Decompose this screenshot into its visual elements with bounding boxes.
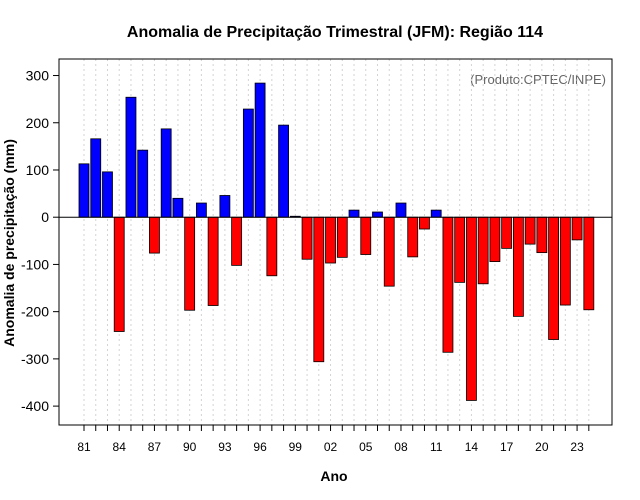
- bar-2001: [313, 216, 325, 363]
- bar-2005: [360, 216, 372, 255]
- bar-1995: [242, 108, 254, 218]
- y-tick-label: 300: [26, 68, 50, 84]
- bar-2013: [454, 216, 466, 283]
- x-axis-label: Ano: [320, 468, 347, 484]
- bar-2020: [536, 216, 548, 254]
- y-axis-label: Anomalia de precipitação (mm): [1, 139, 17, 347]
- bar-1996: [254, 82, 266, 218]
- bar-2004: [348, 209, 360, 218]
- bar-2012: [442, 216, 454, 353]
- bar-1990: [184, 216, 196, 311]
- bars: [78, 82, 595, 401]
- x-tick-label: 11: [430, 440, 443, 454]
- bar-1993: [219, 195, 231, 218]
- bar-2015: [477, 216, 489, 285]
- grid-lines: [83, 59, 590, 425]
- x-tick-label: 81: [77, 440, 91, 454]
- bar-1988: [160, 128, 172, 218]
- y-tick-label: -400: [21, 398, 49, 414]
- plot-frame: [58, 58, 613, 426]
- bar-2022: [559, 216, 571, 306]
- bar-2024: [583, 216, 595, 311]
- bar-2010: [419, 216, 430, 230]
- y-tick-label: 200: [26, 115, 50, 131]
- bar-2007: [383, 216, 395, 287]
- bar-2008: [395, 202, 407, 218]
- y-tick-label: -100: [21, 256, 49, 272]
- bar-2017: [501, 216, 513, 249]
- x-tick-label: 02: [324, 440, 338, 454]
- bar-1984: [113, 216, 125, 332]
- bar-1982: [90, 138, 102, 218]
- x-tick-label: 99: [289, 440, 303, 454]
- bar-1997: [266, 216, 278, 277]
- y-tick-label: 0: [41, 209, 49, 225]
- bar-2016: [489, 216, 501, 263]
- x-tick-label: 20: [535, 440, 549, 454]
- bar-2011: [430, 209, 442, 218]
- bar-2018: [512, 216, 524, 317]
- bar-2000: [301, 216, 313, 260]
- bar-1992: [207, 216, 219, 306]
- bar-1985: [125, 96, 137, 218]
- x-tick-label: 84: [113, 440, 127, 454]
- bar-2019: [524, 216, 536, 245]
- bar-1998: [278, 124, 289, 218]
- y-tick-label: -200: [21, 304, 49, 320]
- bar-2006: [372, 211, 383, 218]
- chart-title: Anomalia de Precipitação Trimestral (JFM…: [127, 24, 543, 41]
- x-tick-label: 05: [359, 440, 373, 454]
- y-tick-label: -300: [21, 351, 49, 367]
- bar-1981: [78, 163, 90, 218]
- x-axis: 81 84 87 90 93 96 99 02 05 08 11 14 17 20 23: [77, 425, 590, 454]
- bar-1991: [195, 202, 207, 218]
- bar-2021: [548, 216, 559, 340]
- y-tick-label: 100: [26, 162, 50, 178]
- bar-1983: [102, 171, 113, 218]
- y-axis: -400 -300 -200 -100 0 100 200 300: [21, 68, 59, 414]
- product-annotation: (Produto:CPTEC/INPE): [470, 72, 606, 87]
- x-tick-label: 93: [218, 440, 232, 454]
- x-tick-label: 23: [570, 440, 584, 454]
- bar-1994: [231, 216, 243, 266]
- bar-2003: [336, 216, 348, 258]
- x-tick-label: 87: [148, 440, 162, 454]
- x-tick-label: 17: [500, 440, 514, 454]
- bar-1986: [137, 149, 149, 218]
- bar-2014: [466, 216, 477, 401]
- bar-2002: [325, 216, 336, 264]
- x-tick-label: 08: [394, 440, 408, 454]
- x-tick-label: 90: [183, 440, 197, 454]
- x-tick-label: 14: [465, 440, 479, 454]
- x-tick-label: 96: [253, 440, 267, 454]
- bar-2009: [407, 216, 419, 258]
- bar-2023: [571, 216, 583, 241]
- bar-1989: [172, 197, 184, 218]
- bar-1987: [149, 216, 160, 254]
